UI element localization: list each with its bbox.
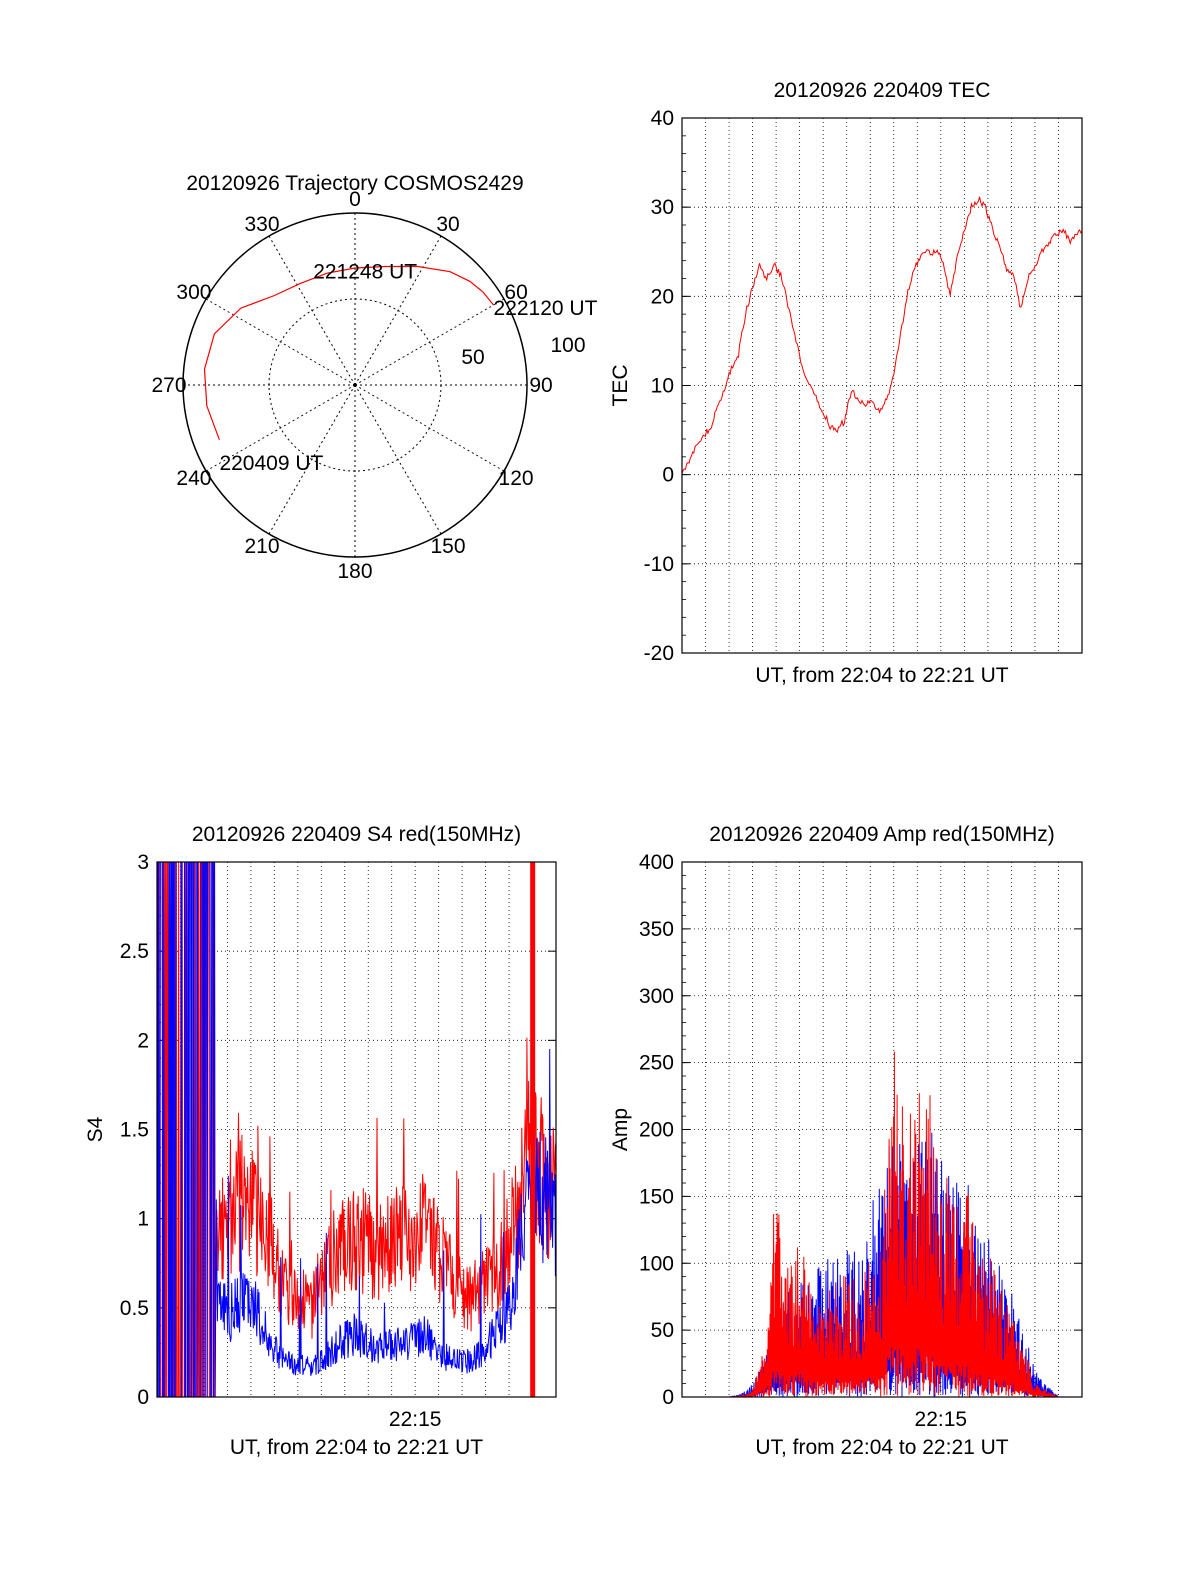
trajectory-annotation: 220409 UT — [219, 452, 323, 475]
plot-frame — [681, 117, 1083, 654]
plot-frame — [156, 861, 557, 1398]
y-tick-label: 0 — [662, 1386, 674, 1409]
azimuth-tick-label: 180 — [337, 560, 372, 583]
x-axis-label: UT, from 22:04 to 22:21 UT — [755, 1436, 1008, 1459]
azimuth-tick-label: 60 — [504, 281, 527, 304]
series-line — [682, 1132, 1082, 1397]
y-tick-label: 0 — [662, 464, 674, 487]
y-tick-label: 50 — [651, 1319, 674, 1342]
polar-spoke — [205, 384, 356, 472]
azimuth-tick-label: 330 — [244, 213, 279, 236]
elevation-tick-label: 50 — [461, 346, 484, 369]
y-tick-label: 20 — [651, 285, 674, 308]
y-tick-label: 1 — [137, 1208, 149, 1231]
y-tick-label: -20 — [644, 642, 674, 665]
chart-1: -20 -10 0 10 20 30 40 20120926 220409 TEC UT, fr… — [609, 79, 1083, 687]
plot-area — [682, 1051, 1082, 1397]
y-tick-label: 2.5 — [120, 940, 149, 963]
polar-spoke — [354, 298, 505, 386]
polar-spoke — [268, 384, 356, 535]
y-tick-label: 0 — [137, 1386, 149, 1409]
chart-title: 20120926 220409 S4 red(150MHz) — [192, 823, 521, 846]
plot-area — [682, 196, 1082, 474]
y-tick-label: 0.5 — [120, 1297, 149, 1320]
polar-spoke — [354, 235, 442, 386]
series-line — [682, 196, 1082, 474]
y-tick-label: 250 — [639, 1052, 674, 1075]
red-spike-band — [530, 862, 536, 1397]
y-tick-label: 100 — [639, 1252, 674, 1275]
y-tick-label: 150 — [639, 1185, 674, 1208]
polar-spoke — [205, 298, 356, 386]
polar-spoke — [268, 235, 356, 386]
y-tick-label: 300 — [639, 985, 674, 1008]
y-tick-label: 3 — [137, 851, 149, 874]
chart-title: 20120926 220409 TEC — [774, 79, 991, 102]
chart-3: 0 50 100 150 200 250 300 350 400 22:15 20120926 22… — [609, 823, 1083, 1459]
y-tick-label: 400 — [639, 851, 674, 874]
azimuth-tick-label: 0 — [349, 188, 361, 211]
y-tick-label: 2 — [137, 1029, 149, 1052]
azimuth-tick-label: 210 — [244, 535, 279, 558]
plot-area — [157, 862, 556, 1397]
x-axis-label: UT, from 22:04 to 22:21 UT — [230, 1436, 483, 1459]
series-line — [157, 862, 556, 1397]
trajectory-annotation: 221248 UT — [313, 260, 417, 283]
polar-title: 20120926 Trajectory COSMOS2429 — [186, 172, 523, 195]
y-tick-label: 350 — [639, 918, 674, 941]
y-tick-label: 200 — [639, 1119, 674, 1142]
x-tick-label: 22:15 — [915, 1408, 968, 1431]
y-tick-label: 1.5 — [120, 1119, 149, 1142]
elevation-tick-label: 100 — [550, 334, 585, 357]
polar-spoke — [354, 384, 505, 472]
y-tick-label: 40 — [651, 107, 674, 130]
plot-frame — [681, 861, 1083, 1398]
azimuth-tick-label: 120 — [499, 467, 534, 490]
y-axis-label: Amp — [609, 1108, 632, 1151]
polar-spoke — [354, 384, 442, 535]
azimuth-tick-label: 270 — [151, 374, 186, 397]
y-axis-label: TEC — [609, 365, 632, 407]
x-tick-label: 22:15 — [389, 1408, 442, 1431]
x-axis-label: UT, from 22:04 to 22:21 UT — [755, 664, 1008, 687]
series-line — [682, 1051, 1082, 1397]
azimuth-tick-label: 240 — [176, 467, 211, 490]
azimuth-tick-label: 90 — [529, 374, 552, 397]
y-tick-label: -10 — [644, 553, 674, 576]
y-tick-label: 30 — [651, 196, 674, 219]
azimuth-tick-label: 150 — [430, 535, 465, 558]
azimuth-tick-label: 300 — [176, 281, 211, 304]
trajectory-annotation: 222120 UT — [494, 297, 598, 320]
chart-title: 20120926 220409 Amp red(150MHz) — [709, 823, 1055, 846]
y-axis-label: S4 — [84, 1116, 107, 1142]
chart-2: 0 0.5 1 1.5 2 2.5 3 22:15 20120926 220409 S4 red… — [84, 823, 557, 1459]
y-tick-label: 10 — [651, 375, 674, 398]
azimuth-tick-label: 30 — [436, 213, 459, 236]
trajectory-line — [203, 265, 494, 441]
series-line — [157, 862, 556, 1397]
